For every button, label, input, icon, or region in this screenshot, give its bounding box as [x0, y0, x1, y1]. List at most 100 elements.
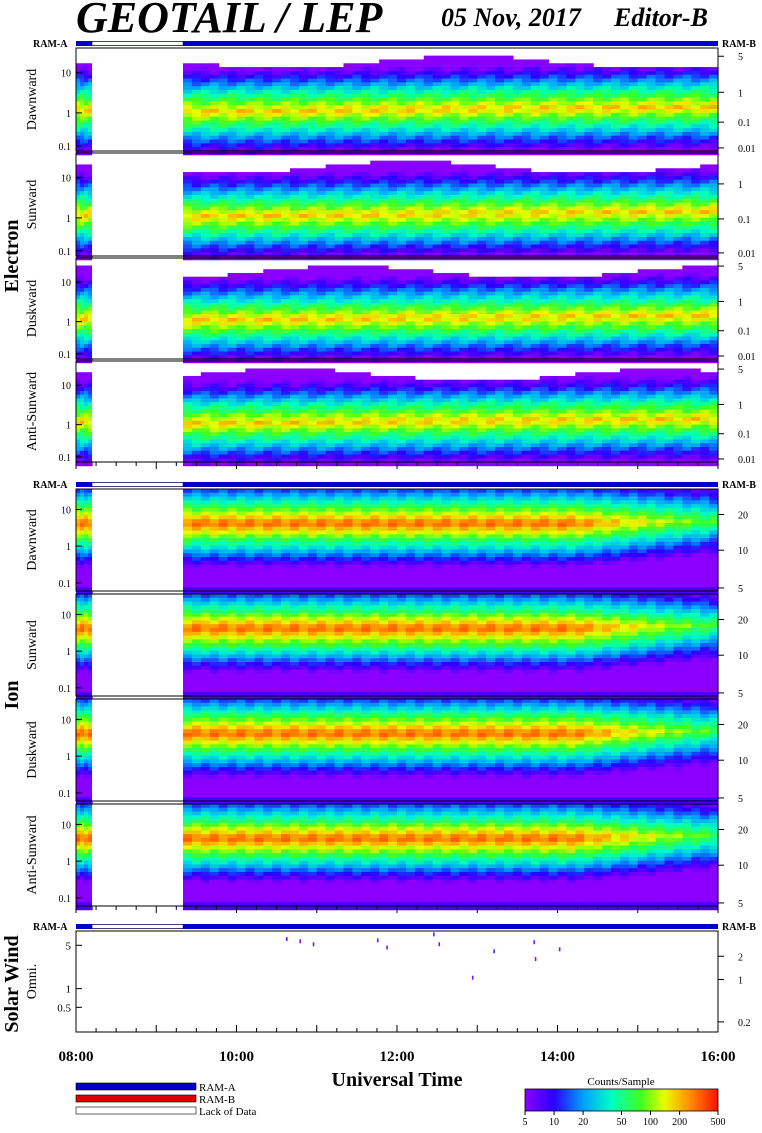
spectrogram-cell — [76, 206, 81, 210]
spectrogram-cell — [254, 303, 264, 307]
spectrogram-cell — [263, 136, 273, 140]
spectrogram-cell — [308, 143, 318, 147]
spectrogram-cell — [522, 75, 532, 79]
spectrogram-cell — [424, 124, 434, 128]
spectrogram-cell — [584, 225, 594, 229]
spectrogram-cell — [344, 284, 354, 288]
spectrogram-cell — [486, 56, 496, 60]
spectrogram-cell — [433, 340, 443, 344]
spectrogram-cell — [442, 187, 452, 191]
spectrogram-cell — [183, 406, 193, 410]
spectrogram-cell — [647, 314, 657, 318]
spectrogram-cell — [183, 410, 193, 414]
spectrogram-cell — [317, 237, 327, 241]
spectrogram-cell — [549, 222, 559, 226]
spectrogram-cell — [424, 172, 434, 176]
spectrogram-cell — [673, 329, 683, 333]
spectrogram-cell — [665, 241, 675, 245]
spectrogram-cell — [290, 128, 300, 132]
spectrogram-cell — [522, 280, 532, 284]
spectrogram-cell — [344, 90, 354, 94]
spectrogram-cell — [219, 314, 229, 318]
spectrogram-cell — [317, 113, 327, 117]
spectrogram-cell — [424, 195, 434, 199]
spectrogram-cell — [84, 94, 89, 98]
spectrogram-cell — [370, 101, 380, 105]
spectrogram-cell — [344, 140, 354, 144]
spectrogram-cell — [531, 143, 541, 147]
spectrogram-cell — [76, 273, 81, 277]
spectrogram-cell — [80, 322, 85, 326]
spectrogram-cell — [335, 206, 345, 210]
spectrogram-cell — [566, 280, 576, 284]
spectrogram-cell — [575, 124, 585, 128]
spectrogram-cell — [531, 229, 541, 233]
spectrogram-cell — [344, 168, 354, 172]
spectrogram-cell — [540, 63, 550, 67]
spectrogram-cell — [335, 229, 345, 233]
spectrogram-cell — [84, 395, 89, 399]
spectrogram-cell — [183, 140, 193, 144]
spectrogram-cell — [397, 136, 407, 140]
spectrogram-cell — [629, 140, 639, 144]
spectrogram-cell — [477, 117, 487, 121]
spectrogram-cell — [245, 380, 255, 384]
spectrogram-cell — [424, 105, 434, 109]
spectrogram-cell — [647, 117, 657, 121]
spectrogram-cell — [210, 109, 220, 113]
spectrogram-cell — [477, 82, 487, 86]
spectrogram-cell — [237, 195, 247, 199]
spectrogram-cell — [183, 233, 193, 237]
spectrogram-cell — [531, 172, 541, 176]
spectrogram-cell — [370, 237, 380, 241]
spectrogram-cell — [228, 352, 238, 356]
spectrogram-cell — [442, 79, 452, 83]
spectrogram-cell — [566, 105, 576, 109]
spectrogram-cell — [361, 143, 371, 147]
spectrogram-cell — [219, 113, 229, 117]
spectrogram-cell — [352, 245, 362, 249]
spectrogram-cell — [593, 124, 603, 128]
spectrogram-cell — [228, 241, 238, 245]
spectrogram-cell — [281, 79, 291, 83]
spectrogram-cell — [397, 63, 407, 67]
spectrogram-cell — [513, 168, 523, 172]
spectrogram-cell — [290, 348, 300, 352]
spectrogram-cell — [682, 237, 692, 241]
spectrogram-cell — [468, 132, 478, 136]
spectrogram-cell — [379, 143, 389, 147]
spectrogram-cell — [468, 280, 478, 284]
spectrogram-cell — [620, 210, 630, 214]
spectrogram-cell — [290, 82, 300, 86]
spectrogram-cell — [566, 172, 576, 176]
spectrogram-cell — [424, 248, 434, 252]
spectrogram-cell — [584, 218, 594, 222]
spectrogram-cell — [682, 352, 692, 356]
spectrogram-cell — [468, 140, 478, 144]
spectrogram-cell — [201, 372, 211, 376]
spectrogram-cell — [379, 288, 389, 292]
spectrogram-cell — [237, 284, 247, 288]
spectrogram-cell — [451, 199, 461, 203]
spectrogram-cell — [442, 233, 452, 237]
spectrogram-cell — [352, 90, 362, 94]
spectrogram-cell — [361, 124, 371, 128]
spectrogram-cell — [388, 225, 398, 229]
spectrogram-cell — [397, 184, 407, 188]
spectrogram-cell — [406, 229, 416, 233]
spectrogram-cell — [558, 218, 568, 222]
spectrogram-cell — [620, 79, 630, 83]
spectrogram-cell — [709, 273, 719, 277]
spectrogram-cell — [442, 113, 452, 117]
spectrogram-cell — [210, 63, 220, 67]
spectrogram-cell — [361, 277, 371, 281]
spectrogram-cell — [88, 273, 93, 277]
spectrogram-cell — [84, 63, 89, 67]
spectrogram-cell — [201, 425, 211, 429]
spectrogram-cell — [673, 105, 683, 109]
spectrogram-cell — [566, 132, 576, 136]
spectrogram-cell — [84, 329, 89, 333]
spectrogram-cell — [370, 280, 380, 284]
spectrogram-cell — [477, 187, 487, 191]
spectrogram-cell — [647, 348, 657, 352]
